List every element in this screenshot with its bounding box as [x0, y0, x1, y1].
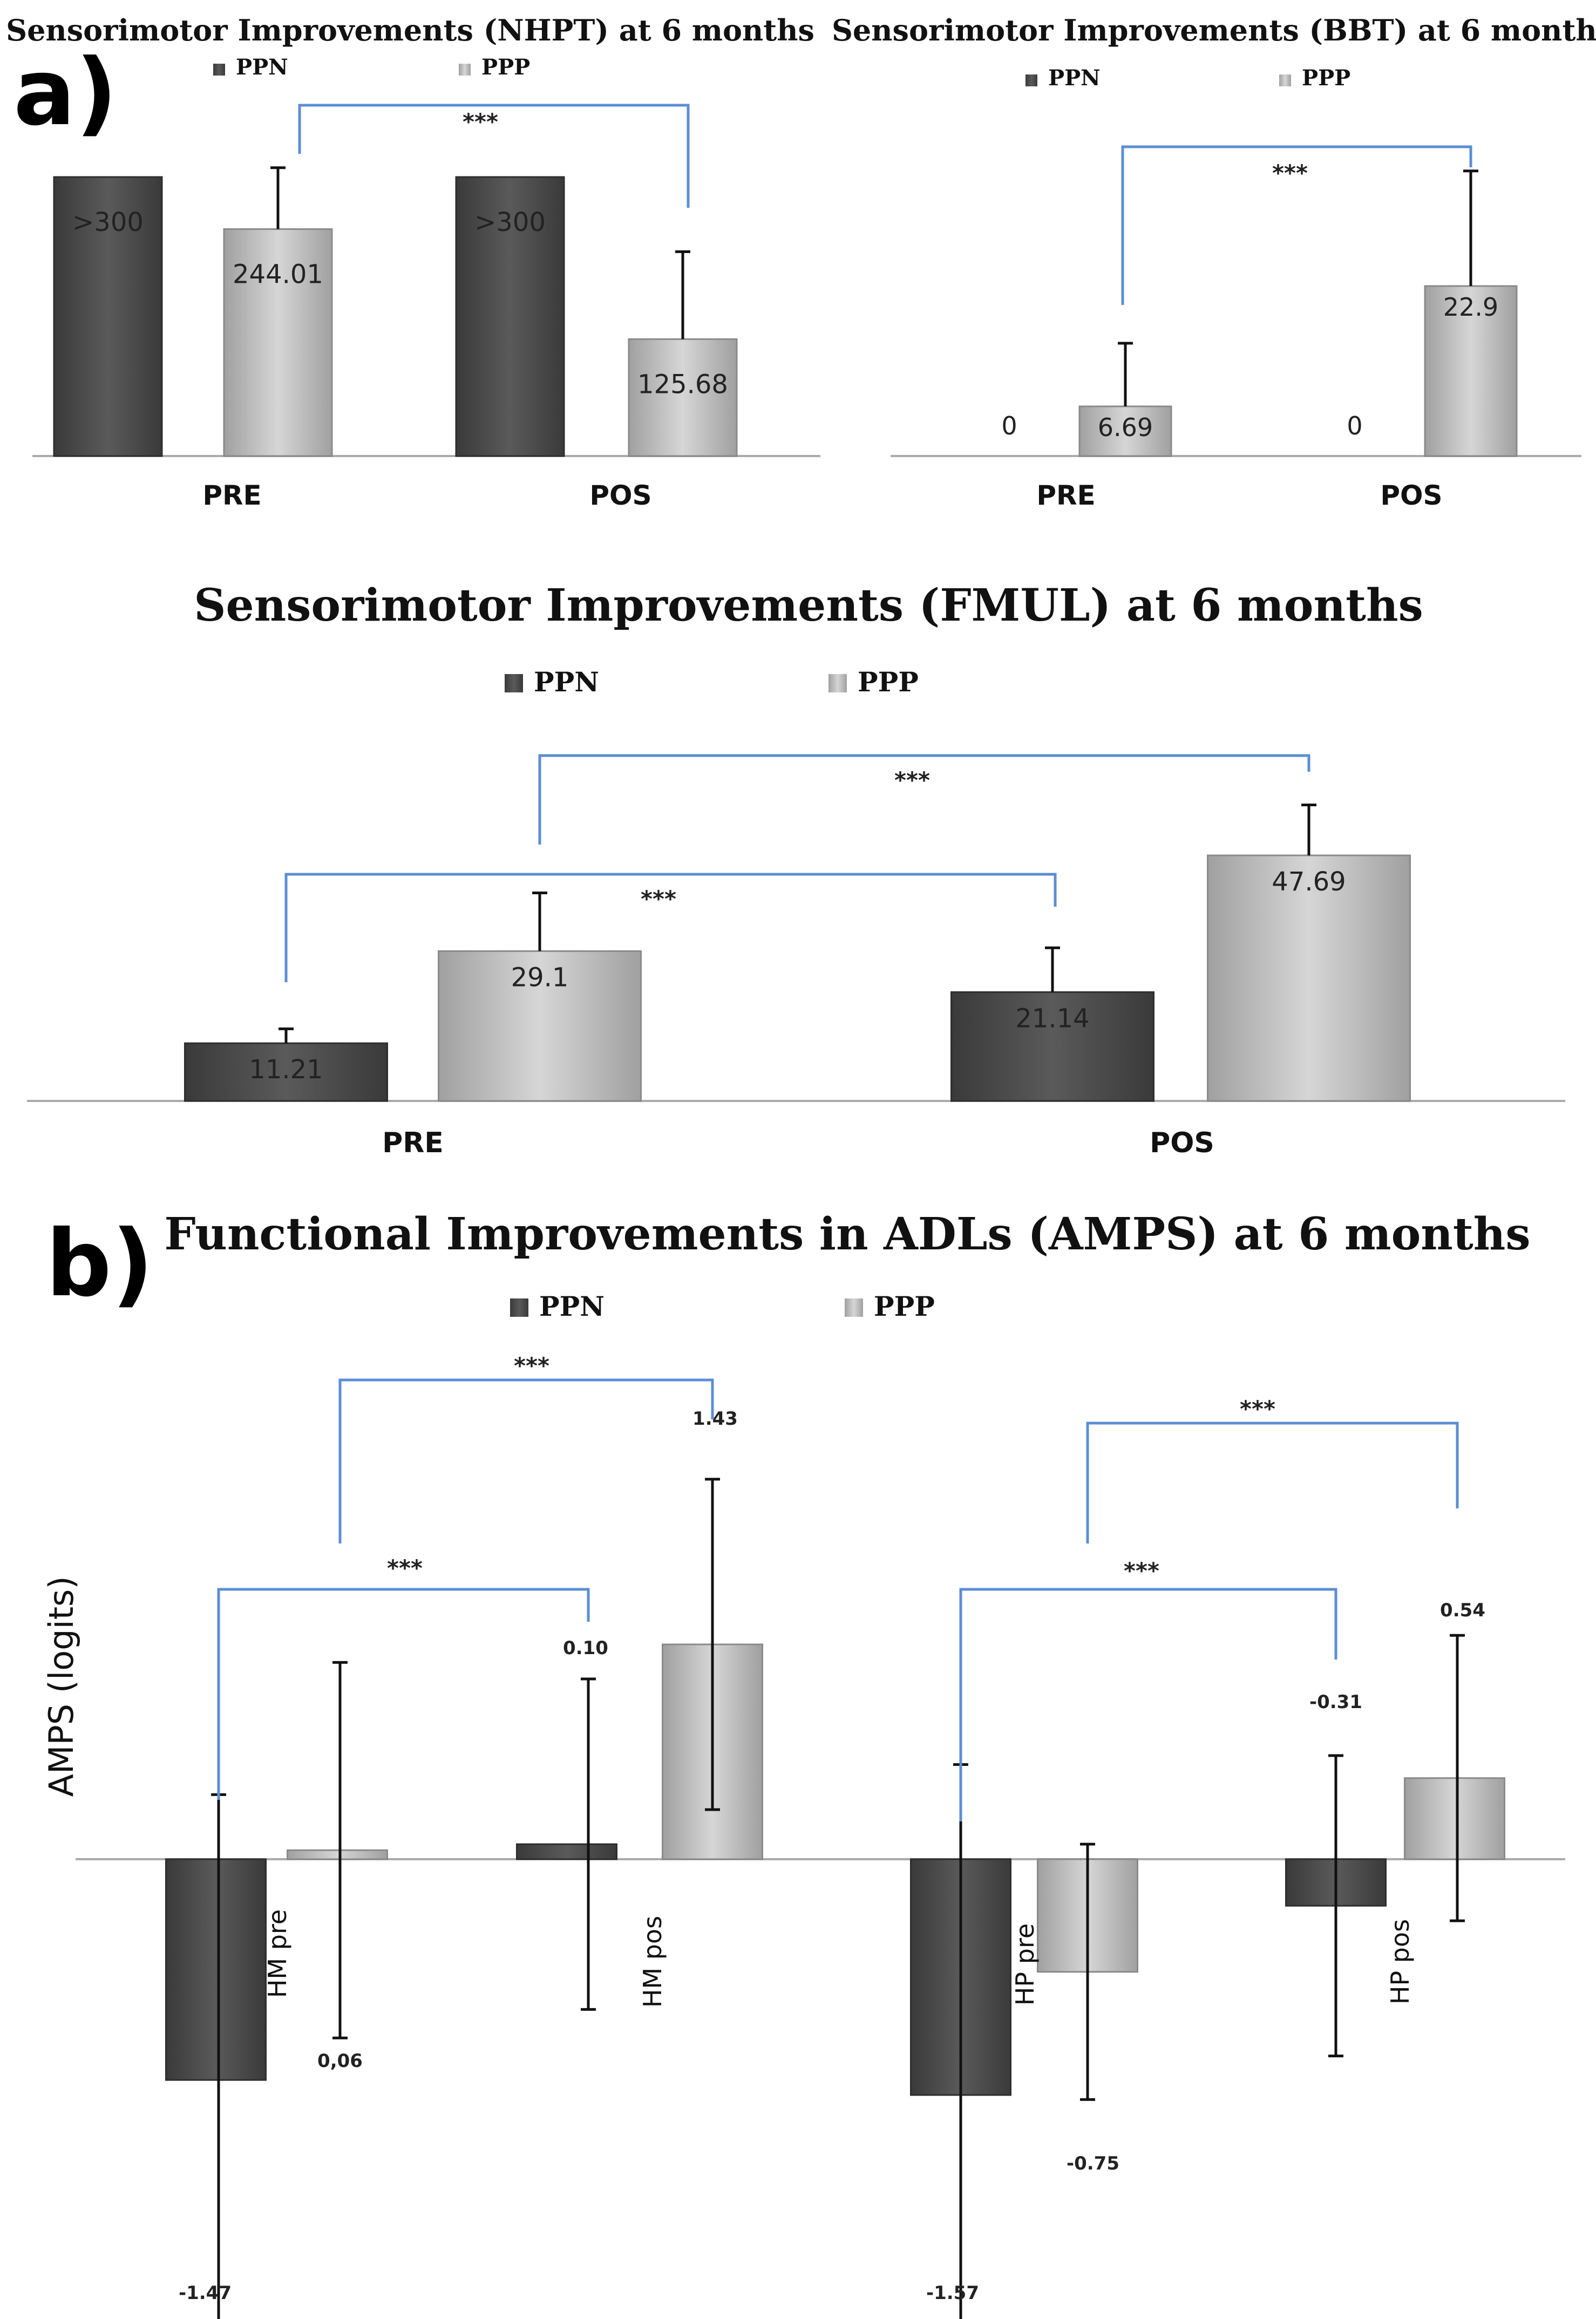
- data-label-ppp-pos: 22.9: [1443, 293, 1498, 322]
- category-label-pre: PRE: [202, 480, 261, 511]
- significance-bracket: [284, 873, 1057, 982]
- data-label-ppp-pre: 6.69: [1098, 413, 1153, 442]
- category-label-hm-pos: HM pos: [638, 1916, 667, 2008]
- data-label-ppp-pre: 29.1: [511, 962, 569, 992]
- bar-ppn-pre: [184, 1042, 388, 1102]
- data-label-ppn-pre: 0: [1001, 411, 1017, 440]
- legend-label-ppn: PPN: [534, 666, 599, 698]
- data-label-ppn-pos: 21.14: [1015, 1003, 1089, 1033]
- legend-label-ppn: PPN: [236, 55, 288, 80]
- bar-ppn-pre: [53, 176, 163, 457]
- legend-swatch-ppp: [828, 674, 847, 692]
- significance-marker: ***: [514, 1352, 549, 1379]
- legend-label-ppp: PPP: [481, 55, 530, 80]
- bar-ppp-pos: [1207, 854, 1411, 1102]
- data-label-ppp-hp-pos: 0.54: [1440, 1600, 1485, 1621]
- significance-bracket: [338, 1378, 714, 1543]
- legend-label-ppn: PPN: [539, 1290, 605, 1322]
- bar-ppn-pos: [455, 176, 565, 457]
- data-label-ppp-hp-pre: -0.75: [1067, 2153, 1119, 2174]
- category-label-pos: POS: [589, 480, 651, 511]
- bar-ppp-hm-pre: [287, 1849, 388, 1860]
- data-label-ppp-hm-pos: 1.43: [692, 1408, 738, 1430]
- bar-ppp-pos: [628, 338, 738, 457]
- legend-swatch-ppn: [213, 64, 225, 76]
- bar-ppp-pre: [438, 950, 642, 1102]
- panel-label-b: b): [46, 1210, 153, 1317]
- category-label-hp-pre: HP pre: [1010, 1923, 1040, 2005]
- y-axis-label: AMPS (logits): [42, 1576, 81, 1797]
- legend-swatch-ppn: [510, 1298, 528, 1317]
- data-label-ppn-pos: 0: [1347, 411, 1362, 440]
- significance-bracket: [1121, 145, 1472, 305]
- category-label-pos: POS: [1150, 1127, 1214, 1159]
- category-label-pos: POS: [1380, 480, 1442, 511]
- data-label-ppp-pre: 244.01: [233, 259, 323, 289]
- legend-swatch-ppn: [505, 674, 523, 692]
- significance-bracket: [298, 104, 690, 208]
- significance-bracket: [538, 754, 1310, 845]
- significance-marker: ***: [894, 767, 930, 793]
- data-label-ppn-pre: 11.21: [249, 1055, 323, 1085]
- category-label-pre: PRE: [382, 1127, 444, 1159]
- data-label-ppn-hp-pre: -1.57: [926, 2282, 979, 2304]
- chart-title: Functional Improvements in ADLs (AMPS) a…: [164, 1208, 1530, 1260]
- bar-ppp-pre: [1078, 405, 1172, 457]
- category-label-hp-pos: HP pos: [1386, 1919, 1415, 2004]
- legend-swatch-ppp: [459, 64, 471, 76]
- chart-title: Sensorimotor Improvements (FMUL) at 6 mo…: [194, 580, 1423, 631]
- data-label-ppp-pos: 47.69: [1272, 867, 1346, 897]
- data-label-ppn-hp-pos: -0.31: [1309, 1691, 1362, 1713]
- chart-title: Sensorimotor Improvements (NHPT) at 6 mo…: [6, 13, 814, 47]
- data-label-ppn-pre: >300: [72, 207, 144, 237]
- amps-chart: Functional Improvements in ADLs (AMPS) a…: [42, 1208, 1565, 2319]
- data-label-ppp-pos: 125.68: [637, 369, 728, 399]
- legend-label-ppp: PPP: [1302, 65, 1350, 91]
- data-label-ppn-pos: >300: [474, 207, 546, 237]
- category-label-hm-pre: HM pre: [263, 1909, 292, 1998]
- significance-marker: ***: [463, 108, 498, 135]
- significance-bracket: [217, 1588, 590, 1800]
- bar-ppp-pos: [1424, 285, 1518, 457]
- bar-ppn-hm-pre: [165, 1858, 267, 2081]
- fmul-chart: Sensorimotor Improvements (FMUL) at 6 mo…: [27, 580, 1565, 1159]
- bar-ppp-hp-pos: [1404, 1777, 1505, 1860]
- nhpt-chart: Sensorimotor Improvements (NHPT) at 6 mo…: [6, 13, 820, 511]
- category-label-pre: PRE: [1036, 480, 1095, 511]
- bar-ppn-pos: [950, 991, 1154, 1102]
- bbt-chart: Sensorimotor Improvements (BBT) at 6 mon…: [832, 13, 1596, 511]
- significance-marker: ***: [1272, 160, 1308, 186]
- significance-marker: ***: [387, 1555, 423, 1581]
- bar-ppn-hm-pos: [516, 1843, 617, 1860]
- legend-swatch-ppp: [845, 1298, 863, 1317]
- significance-marker: ***: [1124, 1558, 1159, 1584]
- chart-title: Sensorimotor Improvements (BBT) at 6 mon…: [832, 13, 1596, 47]
- significance-bracket: [1086, 1422, 1459, 1543]
- legend-label-ppp: PPP: [858, 666, 919, 698]
- panel-label-a: a): [13, 39, 117, 146]
- significance-bracket: [959, 1588, 1337, 1821]
- legend-swatch-ppp: [1279, 74, 1291, 86]
- significance-marker: ***: [1240, 1396, 1275, 1422]
- data-label-ppn-hm-pos: 0.10: [563, 1637, 608, 1659]
- legend-swatch-ppn: [1025, 74, 1037, 86]
- significance-marker: ***: [641, 886, 676, 912]
- legend-label-ppp: PPP: [874, 1290, 935, 1322]
- legend-label-ppn: PPN: [1048, 65, 1101, 91]
- data-label-ppp-hm-pre: 0,06: [317, 2050, 363, 2072]
- data-label-ppn-hm-pre: -1.47: [179, 2282, 232, 2304]
